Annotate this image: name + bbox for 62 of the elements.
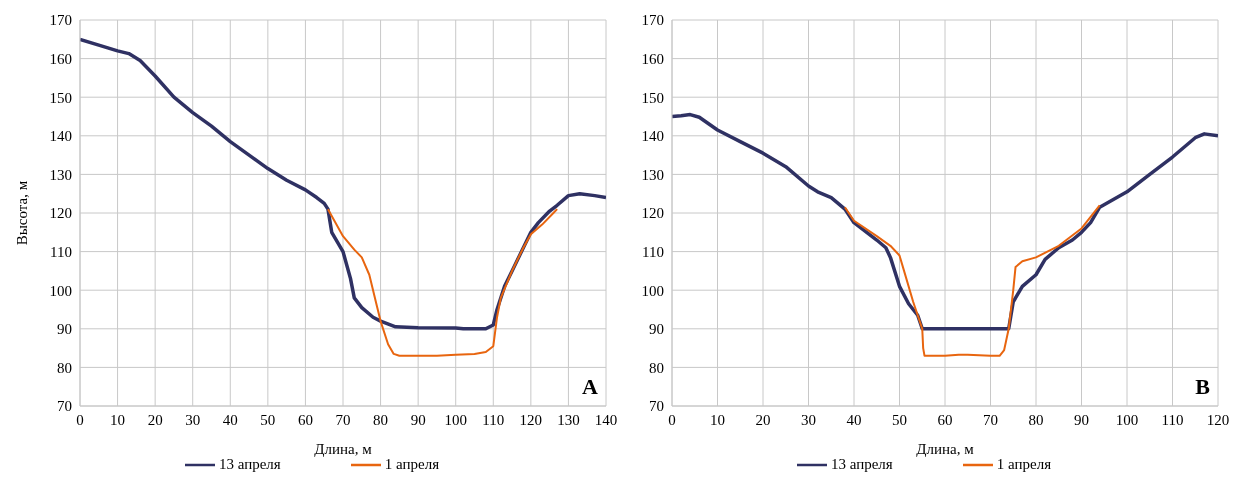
- y-tick-label: 70: [649, 398, 664, 415]
- line-series: [672, 112, 1218, 331]
- line-series: [326, 208, 559, 357]
- y-tick-label: 80: [649, 359, 664, 376]
- y-tick-label: 170: [641, 12, 664, 29]
- x-tick-label: 0: [76, 411, 84, 428]
- x-tick-label: 110: [1161, 411, 1184, 428]
- x-tick-label: 120: [1206, 411, 1230, 428]
- y-tick-label: 80: [57, 359, 72, 376]
- line-series: [843, 204, 1101, 357]
- x-axis-title: Длина, м: [916, 441, 975, 457]
- y-tick-label: 140: [641, 128, 664, 145]
- x-axis-title: Длина, м: [314, 441, 373, 457]
- x-tick-label: 80: [373, 411, 389, 428]
- y-tick-label: 110: [642, 243, 664, 260]
- x-tick-label: 100: [1115, 411, 1139, 428]
- legend-label: 1 апреля: [996, 456, 1052, 473]
- x-tick-label: 100: [444, 411, 467, 428]
- x-tick-label: 90: [1074, 411, 1089, 428]
- y-tick-label: 100: [49, 282, 72, 299]
- y-tick-label: 130: [641, 166, 664, 183]
- x-tick-label: 30: [801, 411, 816, 428]
- x-tick-label: 20: [755, 411, 771, 428]
- x-tick-label: 10: [710, 411, 725, 428]
- y-tick-label: 150: [49, 89, 72, 106]
- x-tick-label: 90: [410, 411, 426, 428]
- y-tick-label: 120: [49, 205, 72, 222]
- legend-label: 13 апреля: [830, 456, 893, 473]
- x-tick-label: 60: [937, 411, 953, 428]
- x-tick-label: 20: [147, 411, 163, 428]
- y-tick-label: 100: [641, 282, 664, 299]
- y-tick-label: 70: [57, 398, 72, 415]
- y-tick-label: 120: [641, 205, 664, 222]
- x-tick-label: 80: [1028, 411, 1044, 428]
- y-tick-label: 90: [649, 321, 664, 338]
- x-tick-label: 60: [297, 411, 313, 428]
- x-tick-label: 40: [222, 411, 238, 428]
- y-tick-label: 140: [49, 128, 72, 145]
- y-tick-label: 170: [49, 12, 72, 29]
- x-tick-label: 40: [846, 411, 862, 428]
- x-tick-label: 130: [557, 411, 580, 428]
- y-tick-label: 160: [49, 50, 72, 67]
- x-tick-label: 120: [519, 411, 543, 428]
- y-tick-label: 150: [641, 89, 664, 106]
- annotation: A: [582, 374, 598, 400]
- legend-label: 1 апреля: [384, 456, 440, 473]
- x-tick-label: 70: [983, 411, 998, 428]
- x-tick-label: 110: [482, 411, 505, 428]
- x-tick-label: 10: [110, 411, 126, 428]
- x-tick-label: 50: [892, 411, 907, 428]
- y-tick-label: 110: [50, 243, 72, 260]
- y-tick-label: 130: [49, 166, 72, 183]
- x-tick-label: 30: [185, 411, 201, 428]
- x-tick-label: 50: [260, 411, 276, 428]
- x-tick-label: 140: [594, 411, 618, 428]
- legend-label: 13 апреля: [218, 456, 281, 473]
- y-axis-title: Высота, м: [14, 180, 31, 246]
- annotation: B: [1195, 374, 1210, 400]
- x-tick-label: 0: [668, 411, 676, 428]
- x-tick-label: 70: [335, 411, 351, 428]
- y-tick-label: 160: [641, 50, 664, 67]
- y-tick-label: 90: [57, 321, 72, 338]
